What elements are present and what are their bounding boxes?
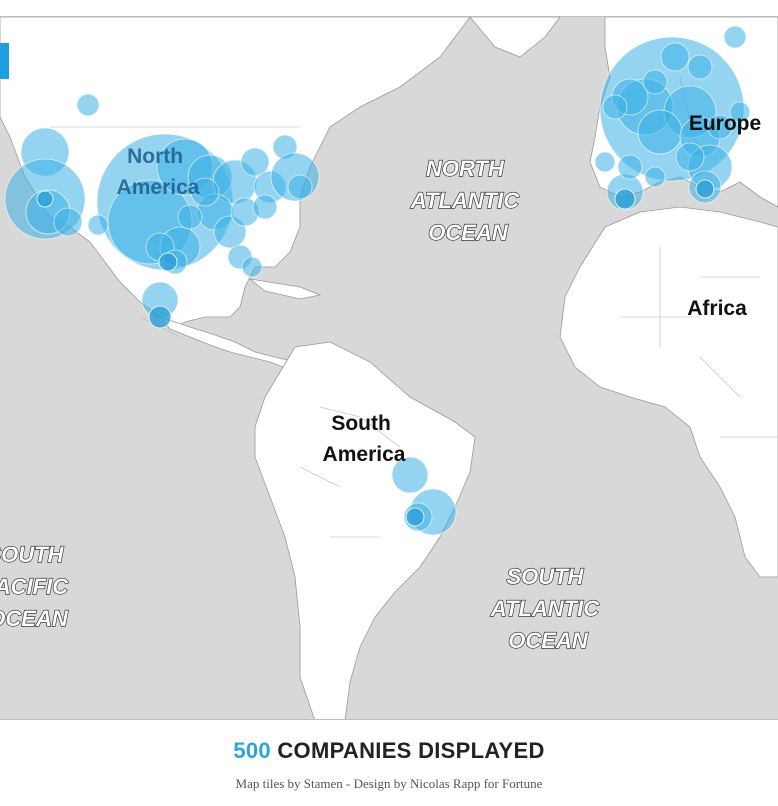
- company-bubble[interactable]: [87, 214, 109, 236]
- company-bubble[interactable]: [617, 154, 643, 180]
- europe-label: Europe: [689, 112, 761, 135]
- company-bubble-core[interactable]: [158, 252, 178, 272]
- company-bubble[interactable]: [642, 69, 668, 95]
- caribbean-islands: [248, 278, 322, 300]
- company-bubble[interactable]: [602, 94, 628, 120]
- company-bubble[interactable]: [190, 177, 220, 207]
- map-credit: Map tiles by Stamen - Design by Nicolas …: [235, 776, 543, 791]
- africa-label: Africa: [687, 297, 747, 320]
- company-bubble[interactable]: [287, 174, 313, 200]
- companies-count-label: COMPANIES DISPLAYED: [270, 738, 545, 763]
- company-bubble[interactable]: [594, 151, 616, 173]
- company-bubble[interactable]: [53, 207, 83, 237]
- company-bubble[interactable]: [391, 456, 429, 494]
- south-atlantic-label: SOUTH ATLANTIC OCEAN: [490, 564, 605, 653]
- greenland-landmass: [469, 17, 561, 58]
- panel-toggle-tab[interactable]: [0, 43, 9, 79]
- company-bubble[interactable]: [687, 54, 713, 80]
- companies-count-line: 500 COMPANIES DISPLAYED: [0, 738, 778, 764]
- map-footer: 500 COMPANIES DISPLAYED Map tiles by Sta…: [0, 722, 778, 806]
- south-america-landmass: [254, 341, 476, 719]
- company-bubble[interactable]: [729, 101, 751, 123]
- world-map[interactable]: NORTH ATLANTIC OCEAN SOUTH ATLANTIC OCEA…: [0, 16, 778, 720]
- company-bubble[interactable]: [644, 166, 666, 188]
- company-bubble-core[interactable]: [695, 179, 715, 199]
- company-bubble-core[interactable]: [614, 188, 636, 210]
- africa-landmass: [559, 206, 778, 578]
- company-bubble[interactable]: [240, 147, 270, 177]
- north-atlantic-label: NORTH ATLANTIC OCEAN: [410, 156, 525, 245]
- company-bubble[interactable]: [252, 194, 278, 220]
- company-bubble-core[interactable]: [36, 190, 54, 208]
- company-bubble[interactable]: [241, 256, 263, 278]
- company-bubbles: [4, 25, 751, 536]
- north-america-label: North America: [117, 145, 200, 199]
- company-bubble[interactable]: [637, 109, 683, 155]
- company-bubble-core[interactable]: [405, 507, 425, 527]
- company-bubble-core[interactable]: [148, 305, 172, 329]
- company-bubble[interactable]: [177, 204, 203, 230]
- south-america-label: South America: [323, 412, 406, 466]
- central-america-landmass: [158, 316, 301, 370]
- company-bubble[interactable]: [76, 93, 100, 117]
- company-bubble[interactable]: [707, 114, 733, 140]
- company-bubble[interactable]: [723, 25, 747, 49]
- company-bubble[interactable]: [675, 142, 705, 172]
- south-pacific-label: SOUTH PACIFIC OCEAN: [0, 542, 74, 631]
- companies-count: 500: [233, 738, 271, 763]
- company-bubble[interactable]: [660, 42, 690, 72]
